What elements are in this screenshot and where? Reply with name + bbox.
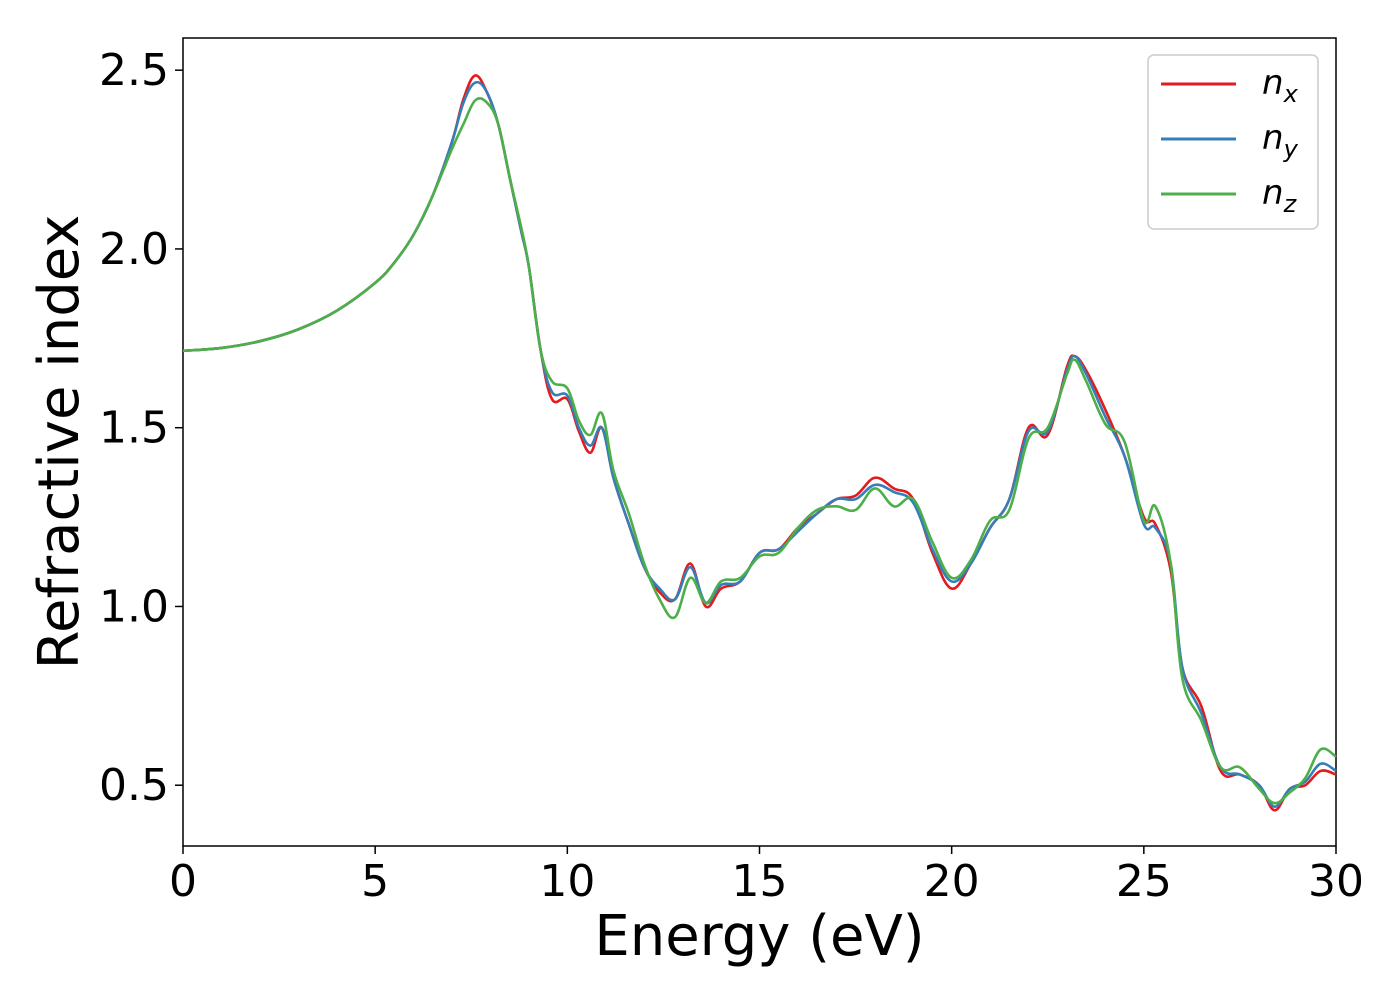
legend-item-nz: nz [1161,173,1298,218]
y-tick-label: 1.0 [99,581,169,632]
legend-label: nx [1262,63,1299,108]
legend-items: nx ny nz [1161,63,1299,218]
x-axis-label: Energy (eV) [594,904,924,969]
legend-label: ny [1262,118,1299,163]
x-axis-ticks: 0 5 10 15 20 25 30 [169,846,1364,907]
legend-label: nz [1262,173,1298,218]
series-layer [182,74,1337,812]
legend-item-ny: ny [1161,118,1299,163]
y-tick-label: 2.5 [99,45,169,96]
x-tick-label: 10 [539,856,595,907]
y-tick-label: 0.5 [99,760,169,811]
y-axis-ticks: 0.5 1.0 1.5 2.0 2.5 [99,45,183,811]
x-tick-label: 5 [361,856,389,907]
x-tick-label: 20 [924,856,980,907]
y-axis-label: Refractive index [27,215,92,670]
y-tick-label: 2.0 [99,224,169,275]
legend: nx ny nz [1147,54,1319,230]
x-tick-label: 25 [1116,856,1172,907]
x-tick-label: 0 [169,856,197,907]
y-tick-label: 1.5 [99,403,169,454]
x-tick-label: 30 [1308,856,1364,907]
series-line-n-y [182,80,1337,808]
legend-item-nx: nx [1161,63,1299,108]
x-tick-label: 15 [732,856,788,907]
legend-box [1147,54,1319,230]
series-line-n-z [182,97,1337,805]
